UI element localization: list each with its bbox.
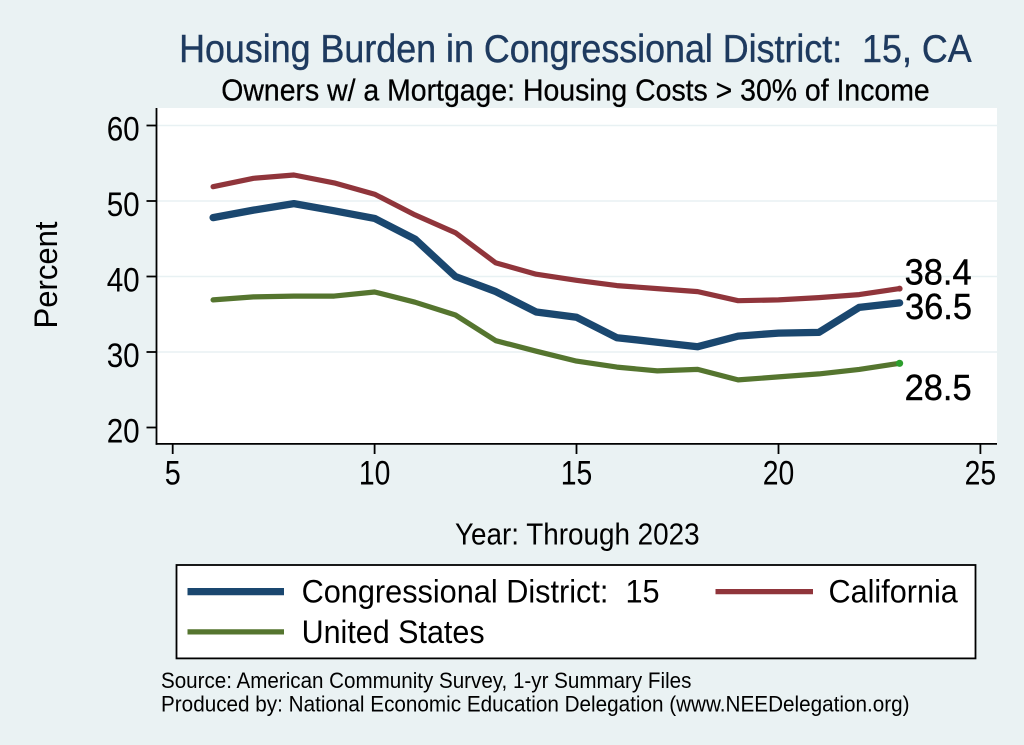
svg-text:30: 30 [107,337,140,375]
svg-text:Congressional District: 15: Congressional District: 15 [302,574,660,610]
svg-text:25: 25 [965,455,997,493]
svg-text:Produced by: National Economic: Produced by: National Economic Education… [161,691,910,716]
svg-text:40: 40 [107,262,140,300]
svg-text:20: 20 [763,455,795,493]
svg-text:20: 20 [107,413,140,451]
svg-text:Housing Burden in Congressiona: Housing Burden in Congressional District… [179,28,972,71]
svg-text:36.5: 36.5 [905,286,972,327]
svg-text:Source: American Community Sur: Source: American Community Survey, 1-yr … [161,668,691,693]
svg-text:Year: Through 2023: Year: Through 2023 [455,518,700,552]
svg-text:United States: United States [302,614,485,650]
svg-text:38.4: 38.4 [905,252,972,293]
svg-text:Owners w/ a Mortgage: Housing: Owners w/ a Mortgage: Housing Costs > 30… [221,73,929,108]
svg-text:28.5: 28.5 [905,367,972,408]
svg-text:15: 15 [561,455,593,493]
svg-text:10: 10 [359,455,391,493]
svg-text:Percent: Percent [28,221,64,328]
svg-text:50: 50 [107,186,140,224]
svg-text:60: 60 [107,111,140,149]
svg-text:California: California [829,574,958,610]
svg-text:5: 5 [165,455,181,493]
